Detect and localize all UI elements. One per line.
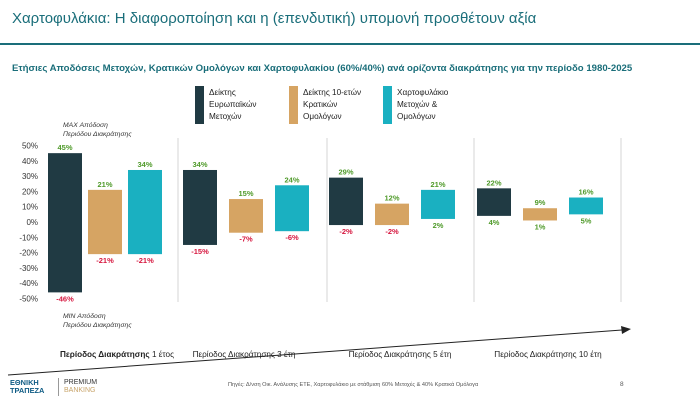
bar-1ab0c1 [128, 169, 162, 255]
bar-1ab0c1 [275, 185, 309, 232]
bar-min-label: -21% [96, 256, 114, 265]
bar-1ab0c1 [569, 197, 603, 215]
min-annotation: MIN Απόδοση [63, 312, 106, 320]
bar-max-label: 12% [384, 194, 399, 203]
y-tick-label: -30% [19, 264, 38, 273]
y-tick-label: 30% [22, 172, 38, 181]
legend-label: Μετοχών & [397, 100, 438, 109]
holding-period-prefix: Περίοδος Διακράτησης [349, 350, 434, 359]
bar-min-label: -7% [239, 235, 253, 244]
bar-min-label: 4% [489, 218, 500, 227]
bar-max-label: 34% [137, 160, 152, 169]
holding-period-label: Περίοδος Διακράτησης 10 έτη [494, 350, 602, 359]
bar-max-label: 34% [192, 160, 207, 169]
legend-label: Χαρτοφυλάκιο [397, 88, 449, 97]
bar-203a43 [48, 153, 82, 293]
y-tick-label: 50% [22, 142, 38, 151]
min-annotation: Περιόδου Διακράτησης [63, 321, 132, 329]
bar-min-label: -15% [191, 247, 209, 256]
legend-swatch [195, 86, 204, 124]
y-tick-label: -10% [19, 233, 38, 242]
holding-period-suffix: 1 έτος [152, 350, 174, 359]
bar-min-label: 1% [535, 222, 546, 231]
bank-logo-line1: ΕΘΝΙΚΗ [10, 378, 39, 387]
y-tick-label: 0% [26, 218, 38, 227]
y-tick-label: -20% [19, 249, 38, 258]
legend-label: Δείκτης [209, 88, 236, 97]
bar-min-label: -2% [339, 227, 353, 236]
legend-label: Κρατικών [303, 100, 337, 109]
bar-max-label: 9% [535, 198, 546, 207]
bank-logo-line2: ΤΡΑΠΕΖΑ [10, 386, 45, 395]
bar-min-label: -2% [385, 227, 399, 236]
bar-max-label: 15% [238, 189, 253, 198]
source-note: Πηγές: Δ/νση Οικ. Ανάλυσης ΕΤΕ, Χαρτοφυλ… [228, 382, 479, 388]
bar-203a43 [329, 177, 363, 226]
bar-max-label: 45% [57, 143, 72, 152]
bar-min-label: 2% [433, 221, 444, 230]
y-tick-label: -50% [19, 295, 38, 304]
legend-swatch [383, 86, 392, 124]
legend-label: Ευρωπαϊκών [209, 100, 256, 109]
title-divider [0, 43, 700, 45]
bar-max-label: 21% [97, 180, 112, 189]
legend-label: Ομολόγων [397, 112, 436, 121]
premium-banking-logo: PREMIUM BANKING [64, 379, 97, 395]
premium-logo-line1: PREMIUM [64, 379, 98, 386]
bar-203a43 [477, 188, 511, 216]
bar-d6a463 [523, 208, 557, 221]
holding-period-label: Περίοδος Διακράτησης 1 έτος [60, 350, 174, 359]
bar-d6a463 [229, 199, 263, 233]
logo-separator [58, 378, 59, 396]
max-annotation: MAX Απόδοση [63, 121, 108, 129]
bar-d6a463 [375, 203, 409, 226]
bar-min-label: -46% [56, 294, 74, 303]
legend-label: Μετοχών [209, 112, 242, 121]
page-number: 8 [620, 381, 624, 388]
holding-period-suffix: 10 έτη [579, 350, 602, 359]
bar-203a43 [183, 169, 217, 245]
y-tick-label: 40% [22, 157, 38, 166]
bank-logo: ΕΘΝΙΚΗ ΤΡΑΠΕΖΑ [10, 379, 44, 395]
premium-logo-line2: BANKING [64, 387, 96, 394]
y-tick-label: -40% [19, 279, 38, 288]
trend-arrow-line [7, 329, 623, 376]
bar-min-label: 5% [581, 216, 592, 225]
y-tick-label: 10% [22, 203, 38, 212]
trend-arrow-head [621, 326, 631, 334]
y-tick-label: 20% [22, 187, 38, 196]
bar-max-label: 21% [430, 180, 445, 189]
bar-max-label: 16% [578, 188, 593, 197]
legend-swatch [289, 86, 298, 124]
holding-period-prefix: Περίοδος Διακράτησης [494, 350, 579, 359]
holding-period-label: Περίοδος Διακράτησης 5 έτη [349, 350, 452, 359]
legend-label: Ομολόγων [303, 112, 342, 121]
max-annotation: Περιόδου Διακράτησης [63, 130, 132, 138]
holding-period-prefix: Περίοδος Διακράτησης [60, 350, 152, 359]
bar-max-label: 24% [284, 175, 299, 184]
bar-1ab0c1 [421, 189, 455, 219]
bar-d6a463 [88, 189, 122, 255]
bar-max-label: 22% [486, 178, 501, 187]
page-title: Χαρτοφυλάκια: Η διαφοροποίηση και η (επε… [12, 10, 537, 27]
bar-max-label: 29% [338, 168, 353, 177]
bar-min-label: -21% [136, 256, 154, 265]
holding-period-suffix: 5 έτη [433, 350, 452, 359]
chart-subtitle: Ετήσιες Αποδόσεις Μετοχών, Κρατικών Ομολ… [12, 63, 633, 74]
legend-label: Δείκτης 10-ετών [303, 88, 361, 97]
holding-period-prefix: Περίοδος Διακράτησης [193, 350, 278, 359]
bar-min-label: -6% [285, 233, 299, 242]
